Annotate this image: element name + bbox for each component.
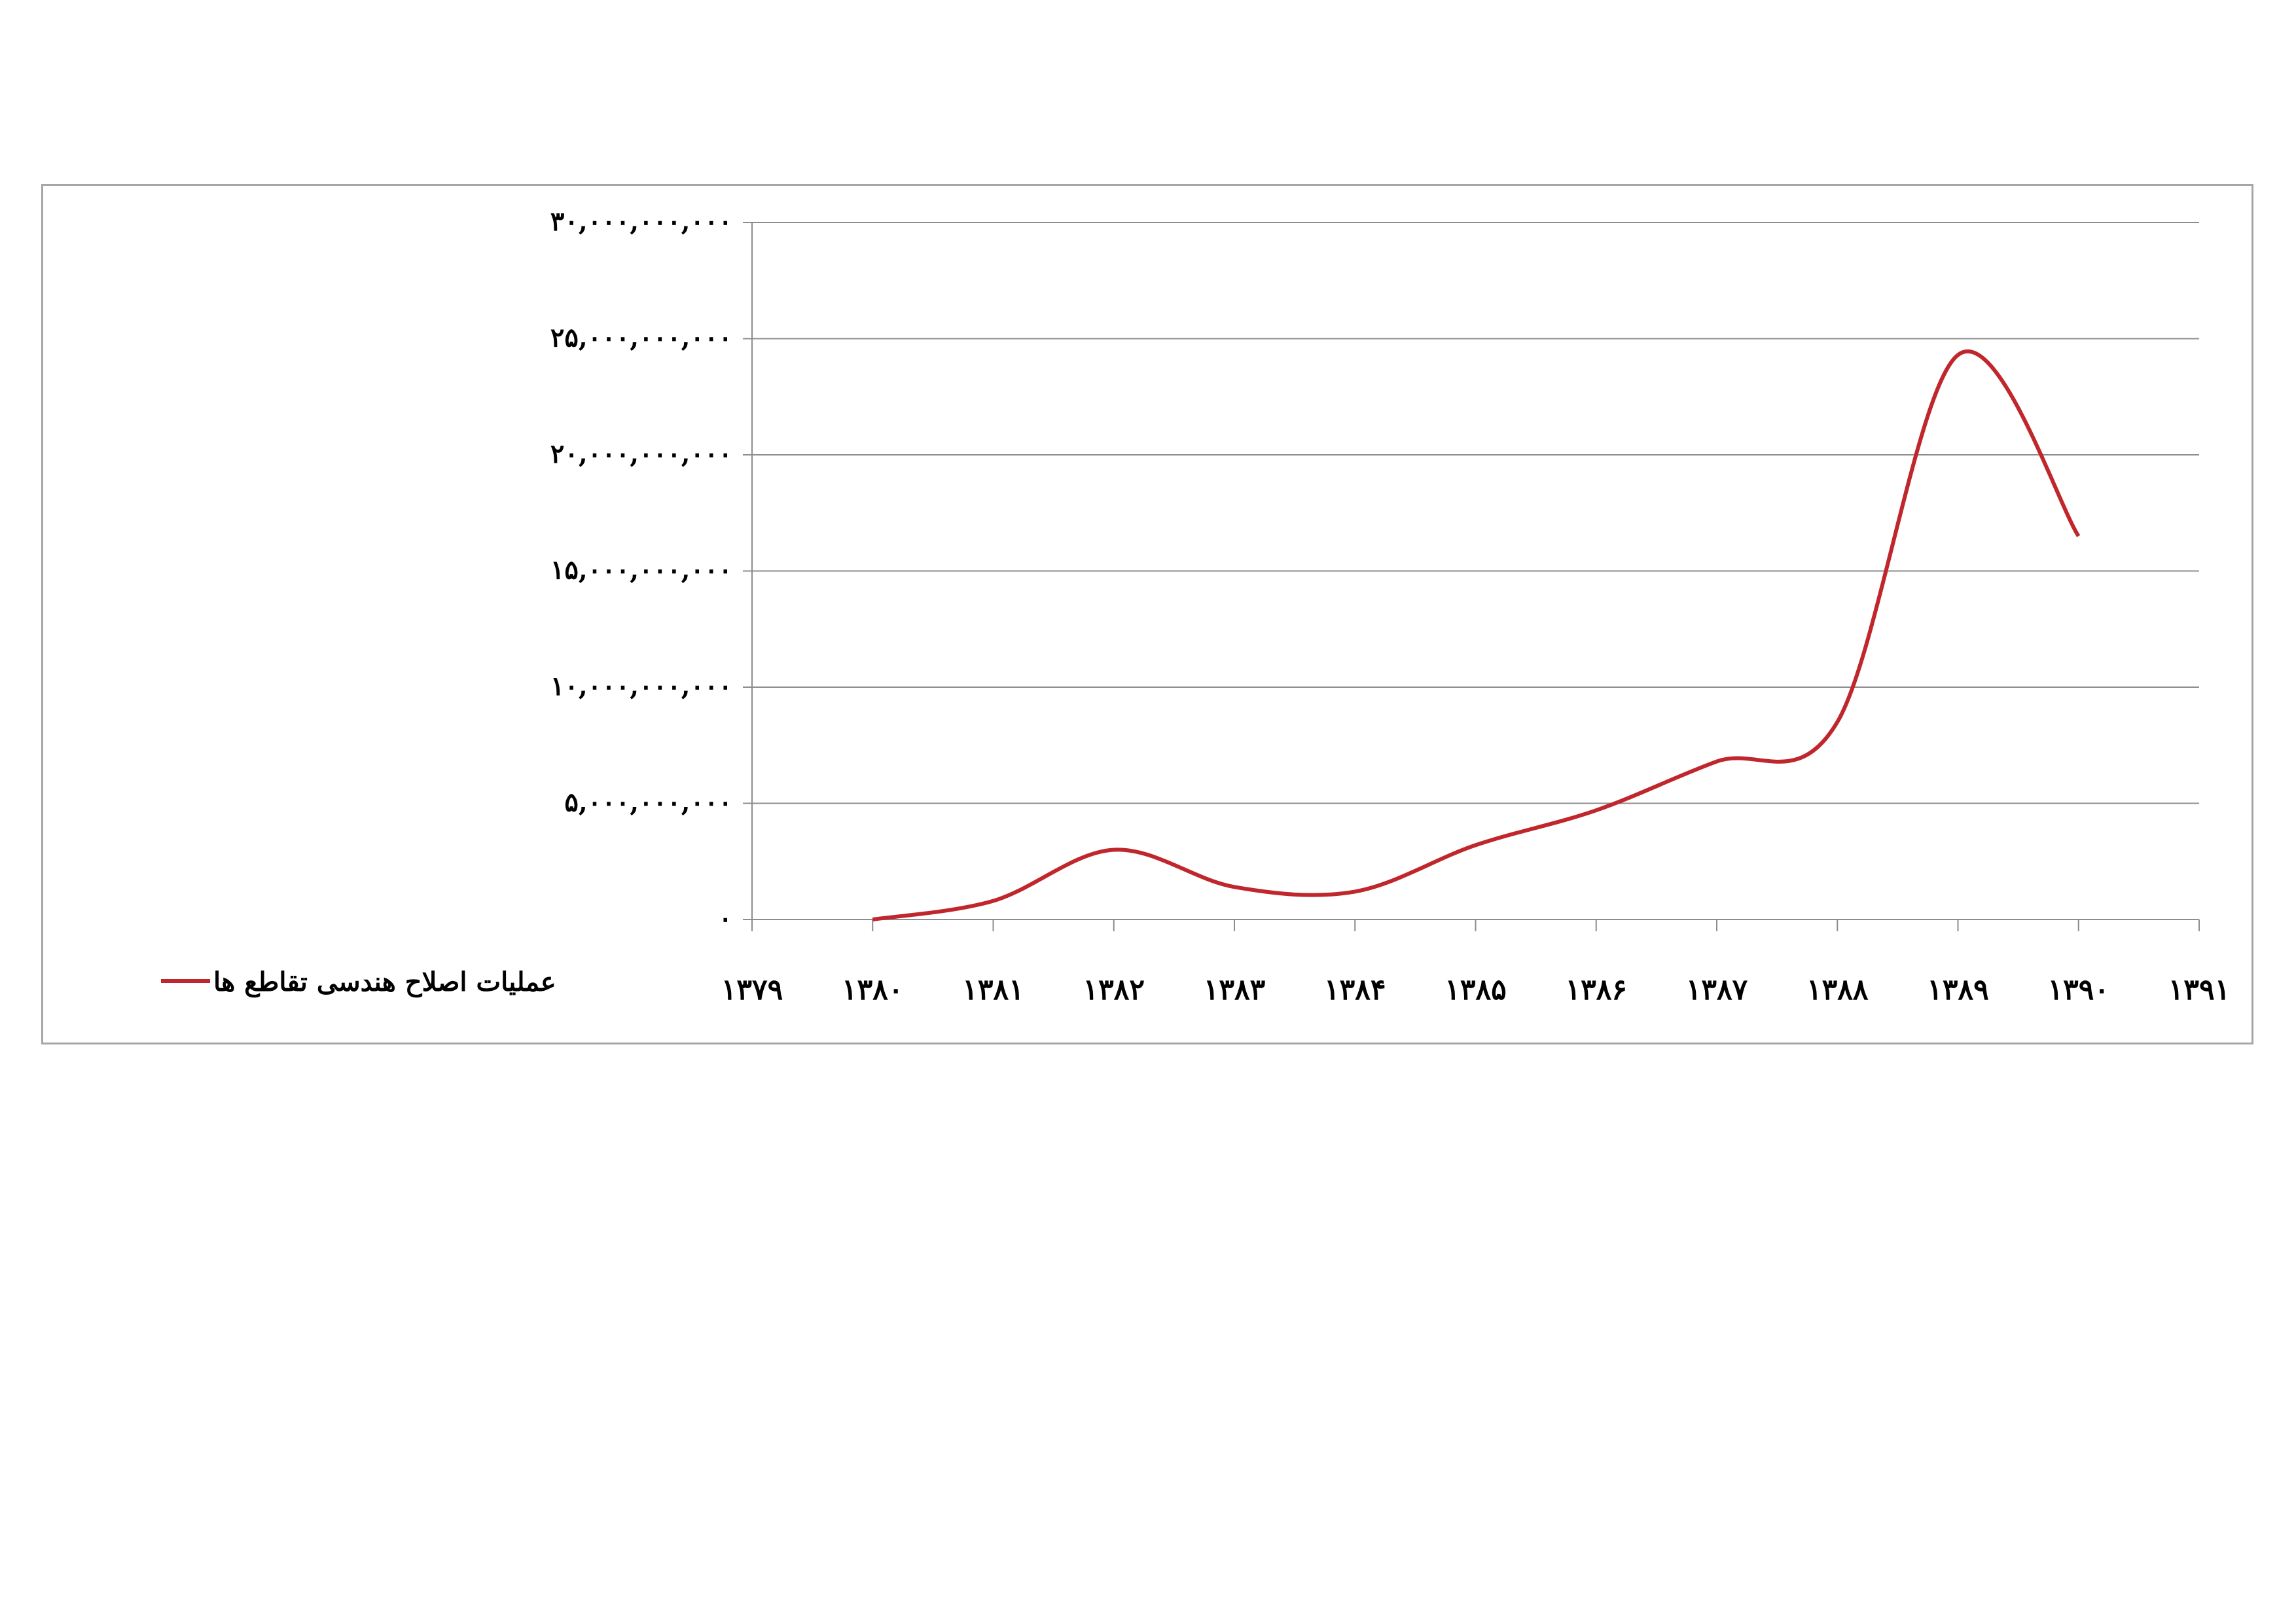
x-tick-labels: ۱۳۷۹ ۱۳۸۰ ۱۳۸۱ ۱۳۸۲ ۱۳۸۳ ۱۳۸۴ ۱۳۸۵ ۱۳۸۶ ۱۳۸۷ ۱۳۸۸… (721, 973, 2231, 1007)
series-lines (872, 349, 2081, 921)
legend-label: عملیات اصلاح هندسی تقاطع ها (213, 967, 556, 998)
x-tick-label: ۱۳۸۱ (962, 973, 1024, 1007)
y-tick-label: ۲۵,۰۰۰,۰۰۰,۰۰۰ (550, 323, 732, 353)
gridlines (752, 222, 2199, 804)
axes (743, 222, 2200, 931)
y-tick-label: ۳۰,۰۰۰,۰۰۰,۰۰۰ (550, 206, 732, 237)
x-tick-label: ۱۳۸۴ (1324, 973, 1386, 1007)
x-tick-label: ۱۳۸۹ (1927, 973, 1989, 1007)
x-tick-label: ۱۳۸۳ (1204, 973, 1266, 1007)
legend: عملیات اصلاح هندسی تقاطع ها (161, 967, 556, 998)
x-tick-label: ۱۳۸۵ (1444, 973, 1507, 1007)
y-tick-label: ۱۵,۰۰۰,۰۰۰,۰۰۰ (550, 555, 732, 586)
y-tick-label: ۲۰,۰۰۰,۰۰۰,۰۰۰ (550, 438, 732, 469)
x-tick-label: ۱۳۹۱ (2168, 973, 2231, 1007)
series-line (872, 349, 2081, 921)
x-tick-label: ۱۳۹۰ (2047, 973, 2109, 1007)
line-chart: ۰ ۵,۰۰۰,۰۰۰,۰۰۰ ۱۰,۰۰۰,۰۰۰,۰۰۰ ۱۵,۰۰۰,۰۰۰,۰… (161, 206, 2231, 1007)
y-tick-labels: ۰ ۵,۰۰۰,۰۰۰,۰۰۰ ۱۰,۰۰۰,۰۰۰,۰۰۰ ۱۵,۰۰۰,۰۰۰,۰… (550, 206, 732, 934)
x-tick-label: ۱۳۸۷ (1686, 973, 1748, 1007)
x-tick-label: ۱۳۸۰ (842, 973, 904, 1007)
y-tick-label: ۰ (719, 903, 732, 934)
x-tick-label: ۱۳۷۹ (721, 973, 783, 1007)
x-tick-label: ۱۳۸۸ (1806, 973, 1869, 1007)
chart-frame: ۰ ۵,۰۰۰,۰۰۰,۰۰۰ ۱۰,۰۰۰,۰۰۰,۰۰۰ ۱۵,۰۰۰,۰۰۰,۰… (41, 184, 2253, 1044)
y-tick-label: ۵,۰۰۰,۰۰۰,۰۰۰ (564, 787, 732, 818)
x-tick-label: ۱۳۸۲ (1083, 973, 1145, 1007)
y-tick-label: ۱۰,۰۰۰,۰۰۰,۰۰۰ (550, 671, 732, 702)
x-tick-label: ۱۳۸۶ (1565, 973, 1627, 1007)
